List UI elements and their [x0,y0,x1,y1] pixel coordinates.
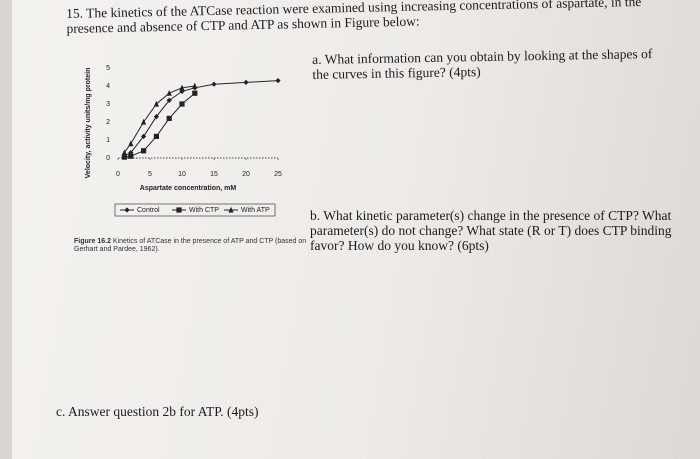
question-part: b. What kinetic parameter(s) change in t… [310,208,672,253]
caption-label: Figure 16.2 [74,238,111,245]
chart: 0 5 10 15 20 25 0 1 2 3 4 5 Aspartate concentration,… [85,65,282,217]
x-tick-label: 20 [242,171,250,178]
data-point [166,97,172,103]
data-point [179,84,185,91]
data-point [275,78,281,84]
data-point [128,153,134,159]
y-tick-label: 4 [106,83,110,90]
figure-caption: Figure 16.2 Kinetics of ATCase in the pr… [74,238,314,254]
data-point [153,133,159,139]
data-point [153,100,159,107]
y-tick-label: 3 [106,101,110,108]
legend-label: With ATP [241,207,270,214]
x-tick-label: 0 [116,171,120,178]
y-tick-label: 0 [106,155,110,162]
data-point [121,149,127,156]
data-point [141,133,147,139]
data-point [243,79,249,85]
y-tick-label: 1 [106,137,110,144]
data-point [128,140,134,147]
x-tick-label: 5 [148,171,152,178]
question-part: c. Answer question 2b for ATP. (4pts) [56,404,259,419]
series-line [124,80,279,157]
data-point [153,114,159,120]
x-tick-label: 15 [210,171,218,178]
data-point [141,118,147,125]
series-line [123,85,195,153]
legend-box [114,203,276,217]
y-tick-label: 5 [106,65,110,72]
legend-label: With CTP [189,207,219,214]
data-point [121,154,127,160]
data-point [166,115,172,121]
data-point [211,81,217,87]
x-tick-label: 25 [274,171,282,178]
legend-marker [228,206,234,213]
caption-text: Kinetics of ATCase in the presence of AT… [74,238,307,253]
x-tick-label: 10 [178,171,186,178]
data-point [166,90,172,96]
data-point [192,90,198,96]
y-tick-label: 2 [106,119,110,126]
legend-label: Control [137,207,160,214]
legend-marker [124,207,130,213]
data-point [179,101,185,107]
data-point [192,82,198,89]
x-axis-label: Aspartate concentration, mM [140,185,237,192]
paper: 15. The kinetics of the ATCase reaction … [12,0,700,459]
data-point [141,148,147,154]
legend-marker [176,207,182,213]
y-axis-label: Velocity, activity units/mg protein [85,68,92,179]
